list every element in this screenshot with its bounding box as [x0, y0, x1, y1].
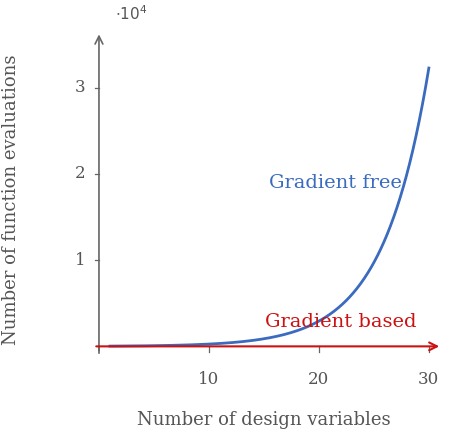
Text: 2: 2: [75, 165, 86, 182]
Text: Gradient based: Gradient based: [265, 313, 417, 331]
Text: 1: 1: [75, 251, 86, 269]
Text: Gradient free: Gradient free: [269, 174, 402, 191]
Text: 30: 30: [418, 371, 440, 388]
Text: 10: 10: [198, 371, 220, 388]
Text: 3: 3: [75, 79, 86, 96]
Text: $\cdot10^4$: $\cdot10^4$: [116, 4, 148, 23]
Text: Number of function evaluations: Number of function evaluations: [2, 54, 20, 345]
Text: 20: 20: [308, 371, 329, 388]
Text: Number of design variables: Number of design variables: [137, 411, 391, 429]
